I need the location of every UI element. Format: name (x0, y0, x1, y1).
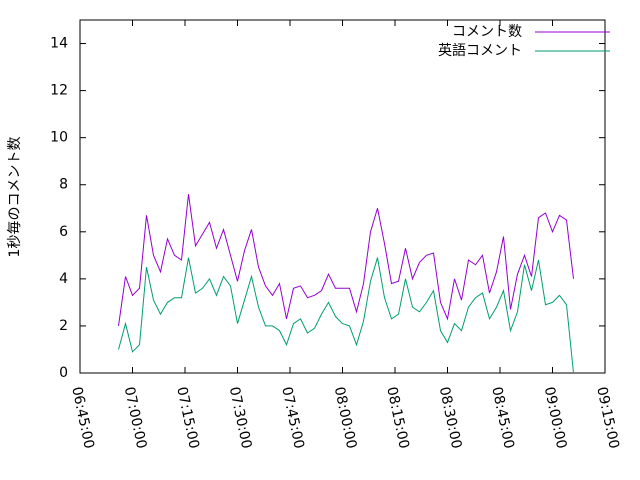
y-tick-label: 12 (50, 83, 68, 99)
x-tick-label: 08:45:00 (488, 385, 517, 450)
y-tick-label: 0 (59, 365, 68, 381)
x-tick-label: 07:30:00 (226, 385, 255, 450)
y-tick-label: 6 (59, 224, 68, 240)
plot-frame (79, 19, 606, 374)
x-tick-label: 09:15:00 (593, 385, 622, 450)
series-line (118, 257, 574, 374)
x-tick-label: 06:45:00 (68, 385, 97, 450)
x-tick-label: 08:30:00 (436, 385, 465, 450)
y-tick-label: 14 (50, 36, 68, 52)
y-tick-label: 8 (59, 177, 68, 193)
x-tick-label: 08:00:00 (331, 385, 360, 450)
series-line (118, 194, 574, 327)
y-tick-label: 10 (50, 130, 68, 146)
y-tick-label: 4 (59, 271, 68, 287)
y-axis-label: 1秒毎のコメント数 (7, 137, 23, 258)
legend-label: 英語コメント (438, 42, 522, 59)
x-tick-label: 07:45:00 (278, 385, 307, 450)
x-tick-label: 07:15:00 (173, 385, 202, 450)
x-tick-label: 09:00:00 (541, 385, 570, 450)
y-tick-label: 2 (59, 318, 68, 334)
x-tick-label: 08:15:00 (383, 385, 412, 450)
legend-label: コメント数 (452, 24, 522, 40)
x-tick-label: 07:00:00 (121, 385, 150, 450)
